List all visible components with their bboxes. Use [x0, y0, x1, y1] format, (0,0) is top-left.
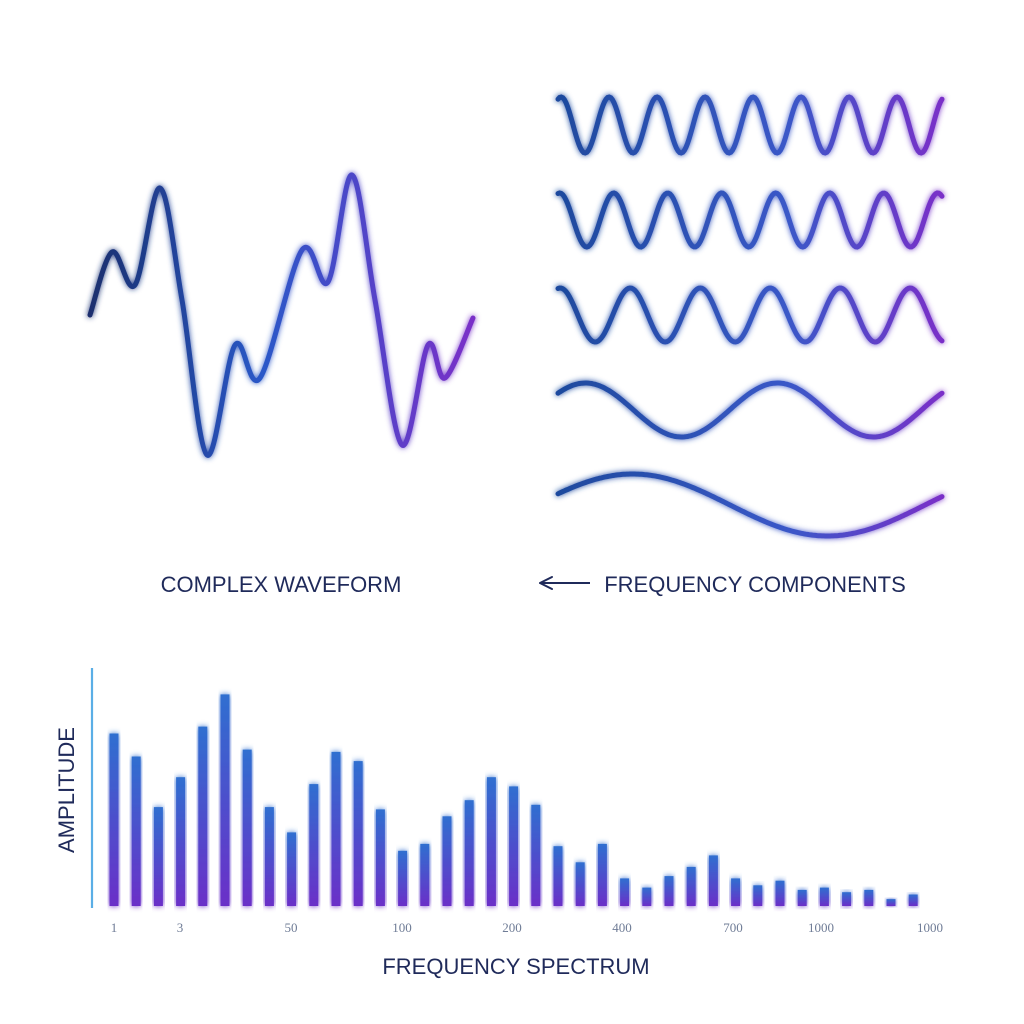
spectrum-bar [753, 885, 763, 906]
spectrum-bar [908, 894, 918, 906]
spectrum-bar [353, 761, 363, 906]
frequency-components-label: FREQUENCY COMPONENTS [604, 572, 906, 597]
spectrum-bar [686, 866, 696, 906]
spectrum-bars [109, 694, 918, 906]
x-tick-label: 3 [177, 920, 184, 935]
y-axis-label: AMPLITUDE [54, 727, 79, 853]
spectrum-bar [797, 889, 807, 906]
spectrum-bar [442, 816, 452, 906]
spectrum-bar [287, 832, 297, 906]
spectrum-bar [398, 850, 408, 906]
complex-waveform-label: COMPLEX WAVEFORM [161, 572, 402, 597]
spectrum-bar [153, 807, 163, 906]
x-tick-label: 700 [723, 920, 743, 935]
spectrum-bar [220, 694, 230, 906]
x-tick-labels: 1 3 50 100 200 400 700 1000 1000 [111, 920, 943, 935]
x-tick-label: 1 [111, 920, 118, 935]
complex-waveform-panel: COMPLEX WAVEFORM [87, 172, 476, 597]
arrow-left-icon [539, 576, 590, 590]
x-tick-label: 400 [612, 920, 632, 935]
spectrum-bar [597, 843, 607, 906]
frequency-components-panel: FREQUENCY COMPONENTS [539, 94, 945, 597]
spectrum-bar [486, 777, 496, 906]
spectrum-bar [842, 892, 852, 906]
x-axis-label: FREQUENCY SPECTRUM [382, 954, 649, 979]
x-tick-label: 50 [285, 920, 298, 935]
spectrum-bar [375, 809, 385, 906]
spectrum-bar [775, 880, 785, 906]
spectrum-bar [731, 878, 741, 906]
spectrum-bar [864, 889, 874, 906]
spectrum-bar [553, 846, 563, 906]
x-tick-label: 100 [392, 920, 412, 935]
spectrum-bar [886, 899, 896, 906]
spectrum-bar [708, 855, 718, 906]
spectrum-bar [309, 784, 319, 906]
spectrum-bar [464, 800, 474, 906]
frequency-component-wave-4 [555, 380, 945, 440]
spectrum-bar [264, 807, 274, 906]
frequency-component-wave-2 [555, 190, 945, 250]
x-tick-label: 1000 [808, 920, 834, 935]
spectrum-bar [242, 749, 252, 906]
frequency-component-wave-5 [555, 471, 945, 539]
x-tick-label: 1000 [917, 920, 943, 935]
spectrum-bar [176, 777, 186, 906]
spectrum-bar [109, 733, 119, 906]
spectrum-bar [642, 887, 652, 906]
complex-waveform-line [87, 172, 476, 458]
x-tick-label: 200 [502, 920, 522, 935]
spectrum-bar [575, 862, 585, 906]
frequency-spectrum-chart: 1 3 50 100 200 400 700 1000 1000 AMPLITUDE FREQU… [54, 668, 946, 979]
spectrum-bar [531, 804, 541, 906]
spectrum-bar [664, 876, 674, 906]
spectrum-bar [331, 751, 341, 906]
spectrum-bar [420, 843, 430, 906]
spectrum-bar [131, 756, 141, 906]
frequency-component-wave-1 [555, 94, 945, 156]
spectrum-bar [198, 726, 208, 906]
spectrum-bar [620, 878, 630, 906]
spectrum-bar [509, 786, 519, 906]
spectrum-bar [819, 887, 829, 906]
frequency-component-wave-3 [555, 285, 945, 345]
